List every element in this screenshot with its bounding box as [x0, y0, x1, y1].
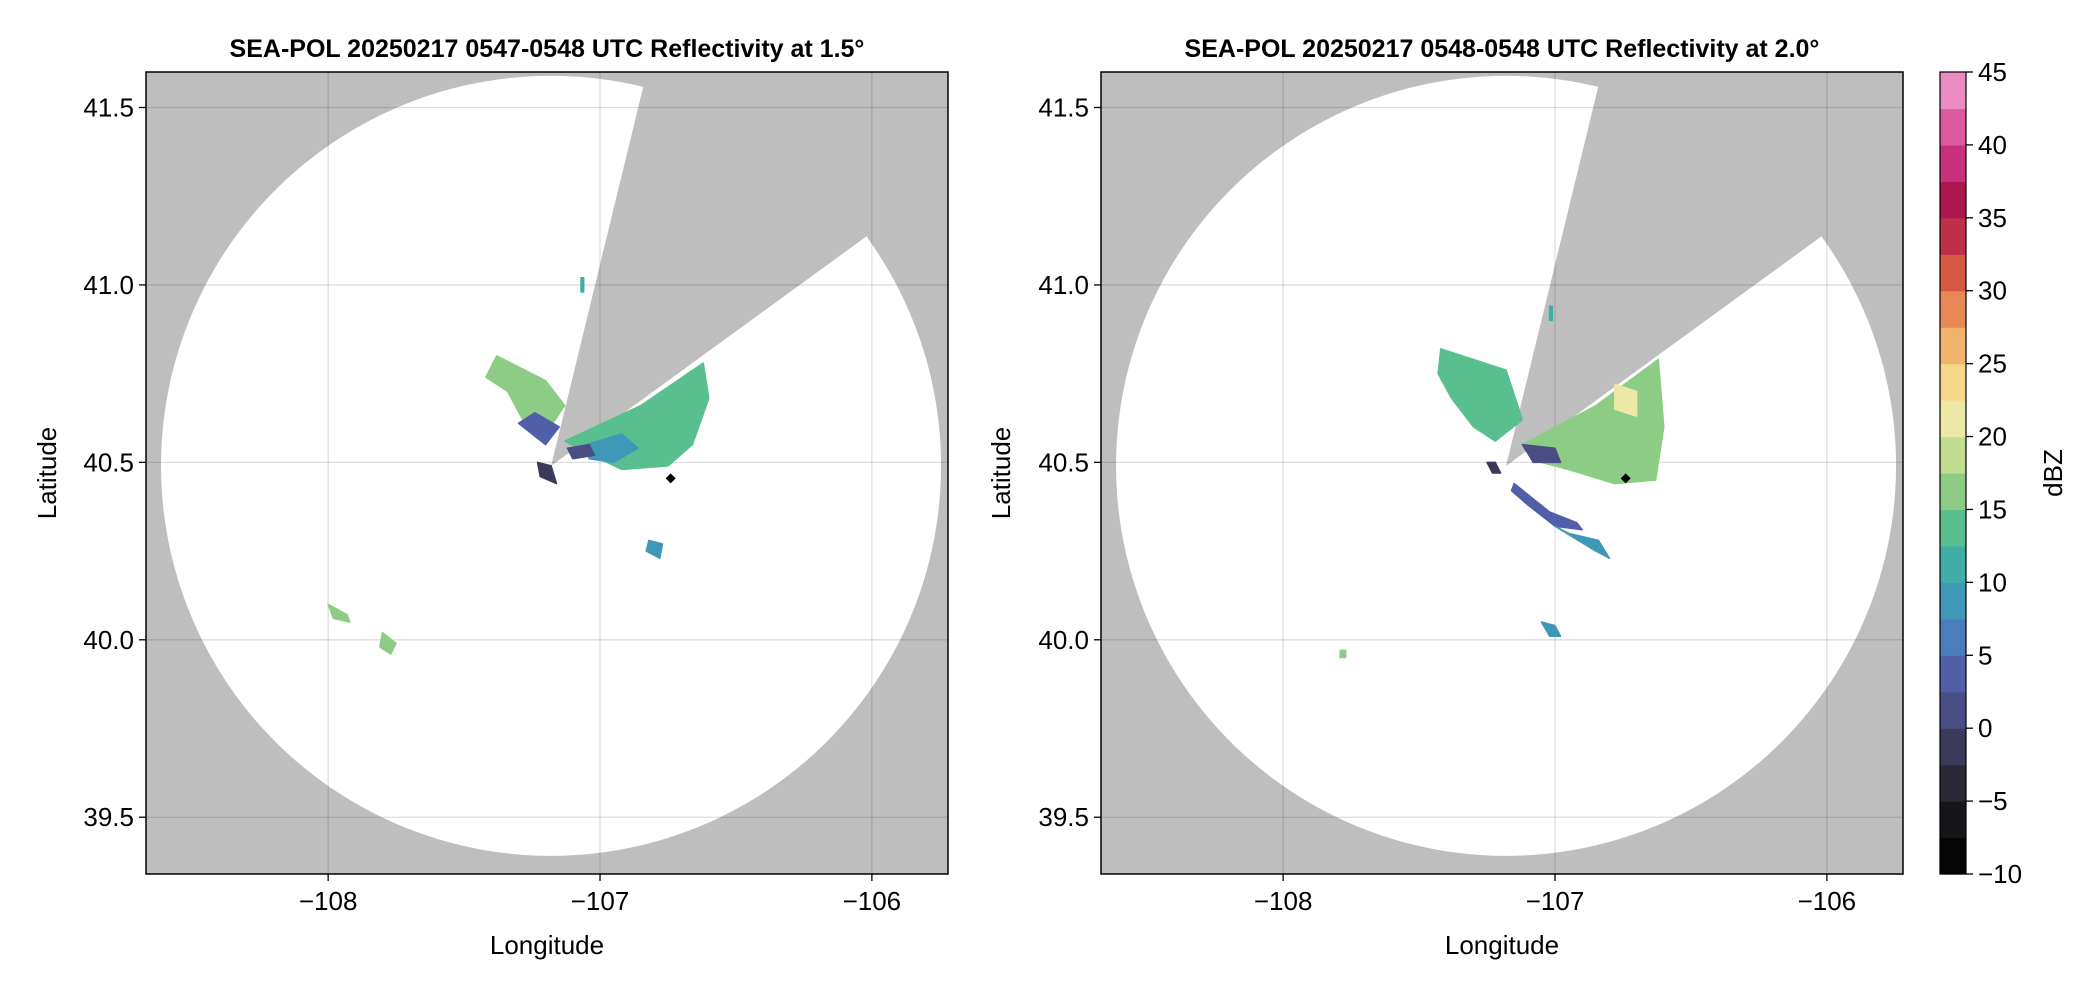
colorbar-frame: [1939, 71, 1967, 875]
panel-left-y-axis-label: Latitude: [32, 427, 62, 520]
panel-left-frame: [145, 71, 949, 875]
panel-left: SEA-POL 20250217 0547-0548 UTC Reflectiv…: [32, 35, 949, 960]
panel-right-echo-9: [1548, 305, 1554, 322]
panel-right-echo-5: [1554, 525, 1611, 559]
colorbar-tick-label-9: 35: [1978, 203, 2007, 233]
panel-left-echoes: [327, 277, 710, 655]
panel-right: SEA-POL 20250217 0548-0548 UTC Reflectiv…: [986, 35, 1904, 960]
colorbar-swatch-17: [1940, 217, 1966, 255]
panel-right-x-tick-label-1: −107: [1526, 886, 1585, 916]
panel-right-echo-4: [1510, 482, 1583, 531]
colorbar-label: dBZ: [2038, 449, 2068, 497]
colorbar-swatch-8: [1940, 545, 1966, 583]
colorbar-swatch-9: [1940, 509, 1966, 547]
panel-right-echo-0: [1437, 348, 1524, 442]
panel-left-echo-8: [379, 631, 397, 655]
panel-left-plot-area: [146, 72, 948, 874]
panel-left-y-tick-label-2: 40.5: [83, 447, 134, 477]
panel-left-echo-7: [327, 603, 351, 623]
colorbar-swatch-12: [1940, 400, 1966, 438]
panel-left-x-ticks: −108 −107 −106: [299, 874, 901, 916]
panel-right-marker: [1620, 473, 1631, 484]
panel-left-marker: [665, 473, 676, 484]
panel-right-echo-6: [1486, 461, 1502, 474]
colorbar-swatch-14: [1940, 327, 1966, 365]
colorbar-swatch-7: [1940, 582, 1966, 620]
colorbar-swatch-6: [1940, 618, 1966, 656]
colorbar-swatch-2: [1940, 764, 1966, 802]
panel-right-frame: [1100, 71, 1904, 875]
panel-left-echo-6: [645, 539, 664, 559]
colorbar-tick-label-3: 5: [1978, 640, 1992, 670]
panel-left-x-axis-label: Longitude: [490, 930, 604, 960]
panel-right-echo-2: [1614, 383, 1638, 417]
panel-right-echo-7: [1540, 621, 1562, 637]
colorbar-tick-label-10: 40: [1978, 130, 2007, 160]
panel-left-y-tick-label-0: 39.5: [83, 802, 134, 832]
colorbar-swatch-15: [1940, 290, 1966, 328]
panel-left-y-tick-label-4: 41.5: [83, 92, 134, 122]
panel-right-y-tick-label-4: 41.5: [1038, 92, 1089, 122]
colorbar-swatch-19: [1940, 144, 1966, 182]
colorbar-tick-label-11: 45: [1978, 57, 2007, 87]
panel-right-radar-coverage: [1116, 75, 1897, 856]
panel-left-echo-1: [517, 411, 560, 446]
colorbar-swatch-11: [1940, 436, 1966, 474]
colorbar-swatch-4: [1940, 691, 1966, 729]
panel-left-title: SEA-POL 20250217 0547-0548 UTC Reflectiv…: [230, 35, 865, 63]
panel-right-title: SEA-POL 20250217 0548-0548 UTC Reflectiv…: [1185, 35, 1820, 63]
panel-left-x-tick-label-1: −107: [571, 886, 630, 916]
panel-right-y-tick-label-1: 40.0: [1038, 625, 1089, 655]
panel-right-plot-area: [1101, 72, 1903, 874]
colorbar-tick-label-0: −10: [1978, 859, 2022, 889]
panel-right-x-tick-label-0: −108: [1254, 886, 1313, 916]
colorbar-swatch-13: [1940, 363, 1966, 401]
colorbar-swatch-0: [1940, 837, 1966, 875]
panel-right-y-tick-label-2: 40.5: [1038, 447, 1089, 477]
panel-right-y-axis-label: Latitude: [986, 427, 1016, 520]
colorbar-swatch-18: [1940, 181, 1966, 219]
colorbar-swatch-21: [1940, 72, 1966, 110]
panel-right-x-tick-label-2: −106: [1798, 886, 1857, 916]
panel-right-echo-3: [1521, 443, 1562, 464]
panel-left-echo-9: [580, 277, 585, 293]
colorbar: −10 −5 0 5 10 15 20 25 30 35 40 45 dBZ: [1939, 57, 2068, 889]
panel-right-x-axis-label: Longitude: [1445, 930, 1559, 960]
panel-left-echo-5: [536, 461, 558, 485]
colorbar-swatch-16: [1940, 254, 1966, 292]
colorbar-tick-label-4: 10: [1978, 567, 2007, 597]
panel-left-y-tick-label-3: 41.0: [83, 270, 134, 300]
colorbar-tick-label-7: 25: [1978, 349, 2007, 379]
panel-left-echo-4: [566, 443, 596, 460]
colorbar-swatches: [1940, 72, 1966, 875]
panel-right-y-tick-label-3: 41.0: [1038, 270, 1089, 300]
colorbar-ticks: −10 −5 0 5 10 15 20 25 30 35 40 45: [1966, 57, 2022, 889]
panel-right-grid: [1101, 72, 1903, 874]
colorbar-swatch-20: [1940, 108, 1966, 146]
panel-left-y-ticks: 39.5 40.0 40.5 41.0 41.5: [83, 92, 146, 832]
panel-left-grid: [146, 72, 948, 874]
panel-right-x-ticks: −108 −107 −106: [1254, 874, 1856, 916]
colorbar-swatch-3: [1940, 728, 1966, 766]
panel-left-y-tick-label-1: 40.0: [83, 625, 134, 655]
panel-right-echoes: [1339, 305, 1665, 659]
panel-right-y-tick-label-0: 39.5: [1038, 802, 1089, 832]
colorbar-tick-label-2: 0: [1978, 713, 1992, 743]
colorbar-swatch-10: [1940, 473, 1966, 511]
colorbar-swatch-5: [1940, 655, 1966, 693]
colorbar-tick-label-8: 30: [1978, 276, 2007, 306]
colorbar-swatch-1: [1940, 801, 1966, 839]
colorbar-tick-label-5: 15: [1978, 494, 2007, 524]
colorbar-tick-label-6: 20: [1978, 422, 2007, 452]
panel-right-echo-8: [1339, 649, 1347, 659]
panel-right-y-ticks: 39.5 40.0 40.5 41.0 41.5: [1038, 92, 1101, 832]
colorbar-tick-label-1: −5: [1978, 786, 2008, 816]
panel-left-x-tick-label-0: −108: [299, 886, 358, 916]
panel-left-x-tick-label-2: −106: [843, 886, 902, 916]
